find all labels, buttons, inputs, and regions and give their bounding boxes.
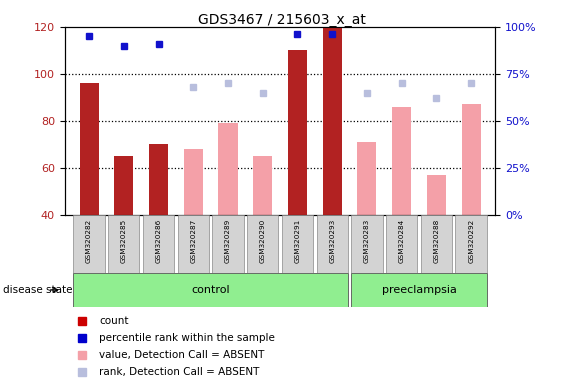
Text: GSM320287: GSM320287 xyxy=(190,219,196,263)
FancyBboxPatch shape xyxy=(73,215,105,273)
Text: GSM320282: GSM320282 xyxy=(86,219,92,263)
Text: GSM320285: GSM320285 xyxy=(121,219,127,263)
Bar xyxy=(149,144,168,215)
Text: GSM320293: GSM320293 xyxy=(329,219,335,263)
Text: GDS3467 / 215603_x_at: GDS3467 / 215603_x_at xyxy=(198,13,365,27)
Bar xyxy=(462,104,481,215)
Text: percentile rank within the sample: percentile rank within the sample xyxy=(99,333,275,343)
Text: GSM320286: GSM320286 xyxy=(155,219,162,263)
FancyBboxPatch shape xyxy=(247,215,278,273)
Bar xyxy=(288,50,307,215)
Bar xyxy=(114,156,133,215)
Text: GSM320290: GSM320290 xyxy=(260,219,266,263)
Text: control: control xyxy=(191,285,230,295)
FancyBboxPatch shape xyxy=(178,215,209,273)
FancyBboxPatch shape xyxy=(143,215,174,273)
FancyBboxPatch shape xyxy=(351,215,382,273)
Text: rank, Detection Call = ABSENT: rank, Detection Call = ABSENT xyxy=(99,367,260,377)
Text: GSM320288: GSM320288 xyxy=(434,219,439,263)
Bar xyxy=(358,142,377,215)
Text: GSM320283: GSM320283 xyxy=(364,219,370,263)
FancyBboxPatch shape xyxy=(212,215,244,273)
Text: preeclampsia: preeclampsia xyxy=(382,285,457,295)
Bar xyxy=(253,156,272,215)
Bar xyxy=(392,107,411,215)
Bar xyxy=(323,27,342,215)
FancyBboxPatch shape xyxy=(316,215,348,273)
FancyBboxPatch shape xyxy=(421,215,452,273)
FancyBboxPatch shape xyxy=(282,215,313,273)
Text: disease state: disease state xyxy=(3,285,72,295)
Text: count: count xyxy=(99,316,129,326)
Text: GSM320289: GSM320289 xyxy=(225,219,231,263)
FancyBboxPatch shape xyxy=(73,273,348,307)
Bar xyxy=(184,149,203,215)
FancyBboxPatch shape xyxy=(351,273,487,307)
Text: GSM320292: GSM320292 xyxy=(468,219,474,263)
FancyBboxPatch shape xyxy=(455,215,487,273)
Text: GSM320291: GSM320291 xyxy=(294,219,301,263)
Bar xyxy=(79,83,99,215)
Text: value, Detection Call = ABSENT: value, Detection Call = ABSENT xyxy=(99,350,265,360)
Text: GSM320284: GSM320284 xyxy=(399,219,405,263)
FancyBboxPatch shape xyxy=(386,215,417,273)
Bar xyxy=(218,123,238,215)
Bar xyxy=(427,175,446,215)
FancyBboxPatch shape xyxy=(108,215,140,273)
